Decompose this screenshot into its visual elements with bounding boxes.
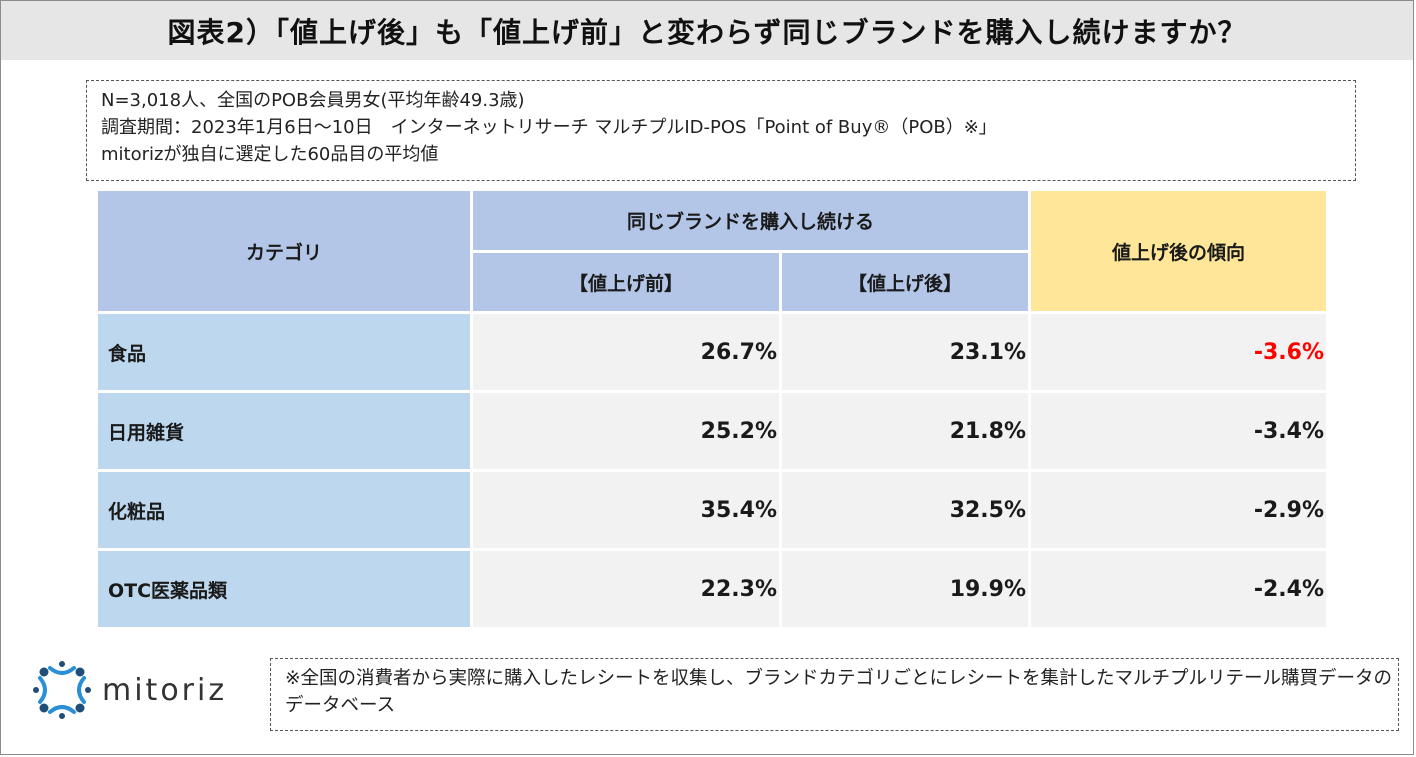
row-before-value: 35.4% <box>473 472 779 548</box>
row-trend-value: -3.6% <box>1031 314 1327 390</box>
table-body: 食品 26.7% 23.1% -3.6% 日用雑貨 25.2% 21.8% -3.4% 化粧品 3… <box>98 314 1327 627</box>
mitoriz-logo-icon <box>33 661 91 719</box>
row-category: 日用雑貨 <box>98 393 470 469</box>
footnote-box: ※全国の消費者から実際に購入したレシートを収集し、ブランドカテゴリごとにレシート… <box>270 658 1399 731</box>
header-after: 【値上げ後】 <box>782 253 1029 311</box>
header-category: カテゴリ <box>98 191 470 311</box>
table-row: 日用雑貨 25.2% 21.8% -3.4% <box>98 393 1327 469</box>
row-trend-value: -2.4% <box>1031 551 1327 627</box>
logo-text: mitoriz <box>102 672 228 708</box>
row-trend-value: -2.9% <box>1031 472 1327 548</box>
row-before-value: 22.3% <box>473 551 779 627</box>
table-row: 食品 26.7% 23.1% -3.6% <box>98 314 1327 390</box>
row-before-value: 26.7% <box>473 314 779 390</box>
row-after-value: 23.1% <box>782 314 1029 390</box>
footnote-text: ※全国の消費者から実際に購入したレシートを収集し、ブランドカテゴリごとにレシート… <box>285 668 1393 716</box>
row-category: 食品 <box>98 314 470 390</box>
title-bar: 図表2）「値上げ後」も「値上げ前」と変わらず同じブランドを購入し続けますか？ <box>1 1 1413 60</box>
header-group: 同じブランドを購入し続ける <box>473 191 1029 250</box>
row-after-value: 21.8% <box>782 393 1029 469</box>
chart-title: 図表2）「値上げ後」も「値上げ前」と変わらず同じブランドを購入し続けますか？ <box>167 15 1247 49</box>
row-before-value: 25.2% <box>473 393 779 469</box>
info-line-period: 調査期間：2023年1月6日〜10日 インターネットリサーチ マルチプルID-P… <box>101 117 997 138</box>
table-row: 化粧品 35.4% 32.5% -2.9% <box>98 472 1327 548</box>
row-after-value: 19.9% <box>782 551 1029 627</box>
row-after-value: 32.5% <box>782 472 1029 548</box>
row-category: OTC医薬品類 <box>98 551 470 627</box>
survey-info-box: N=3,018人、全国のPOB会員男女(平均年齢49.3歳) 調査期間：2023… <box>86 80 1356 181</box>
data-table: カテゴリ 同じブランドを購入し続ける 値上げ後の傾向 【値上げ前】 【値上げ後】… <box>95 188 1329 630</box>
row-trend-value: -3.4% <box>1031 393 1327 469</box>
info-line-method: mitorizが独自に選定した60品目の平均値 <box>101 144 439 165</box>
header-trend: 値上げ後の傾向 <box>1031 191 1327 311</box>
table-row: OTC医薬品類 22.3% 19.9% -2.4% <box>98 551 1327 627</box>
info-line-sample: N=3,018人、全国のPOB会員男女(平均年齢49.3歳) <box>101 90 525 111</box>
mitoriz-logo: mitoriz <box>30 658 245 722</box>
row-category: 化粧品 <box>98 472 470 548</box>
header-before: 【値上げ前】 <box>473 253 779 311</box>
